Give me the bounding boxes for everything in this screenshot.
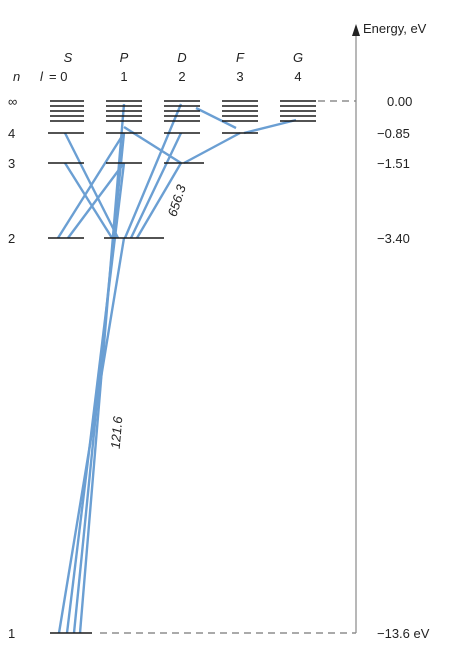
subshell-g-l: 4 [294, 69, 301, 84]
n-label-infinity: ∞ [8, 94, 17, 109]
n-label-1: 1 [8, 626, 15, 641]
n-label-3: 3 [8, 156, 15, 171]
n-label-2: 2 [8, 231, 15, 246]
subshell-p-letter: P [120, 50, 129, 65]
subshell-s-letter: S [64, 50, 73, 65]
transition-line [56, 132, 126, 239]
energy-label-2: −3.40 [377, 231, 410, 246]
energy-axis-arrow [352, 24, 360, 36]
transition-line [57, 237, 126, 634]
transition-line [63, 162, 114, 239]
energy-label-3: −1.51 [377, 156, 410, 171]
transition-line [195, 106, 237, 130]
lyman-alpha-label: 121.6 [108, 415, 126, 449]
energy-label-4: −0.85 [377, 126, 410, 141]
transition-line [135, 162, 183, 239]
n-header: n [13, 69, 20, 84]
subshell-d-letter: D [177, 50, 186, 65]
transition-line [67, 162, 125, 239]
transition-line [183, 131, 241, 165]
n-label-4: 4 [8, 126, 15, 141]
energy-axis-label: Energy, eV [363, 21, 427, 36]
transition-line [243, 118, 297, 135]
subshell-p-l: 1 [120, 69, 127, 84]
transition-line [65, 162, 126, 634]
energy-label-1: −13.6 eV [377, 626, 430, 641]
subshell-f-l: 3 [236, 69, 243, 84]
balmer-alpha-label: 656.3 [165, 182, 190, 218]
level-lines [48, 100, 316, 634]
subshell-g-letter: G [293, 50, 303, 65]
l-header: l [40, 69, 44, 84]
energy-label-0: 0.00 [387, 94, 412, 109]
subshell-d-l: 2 [178, 69, 185, 84]
subshell-f-letter: F [236, 50, 245, 65]
subshell-s-l: = 0 [49, 69, 67, 84]
transition-lines [56, 103, 297, 634]
transition-line [123, 103, 183, 239]
transition-line [129, 132, 183, 239]
